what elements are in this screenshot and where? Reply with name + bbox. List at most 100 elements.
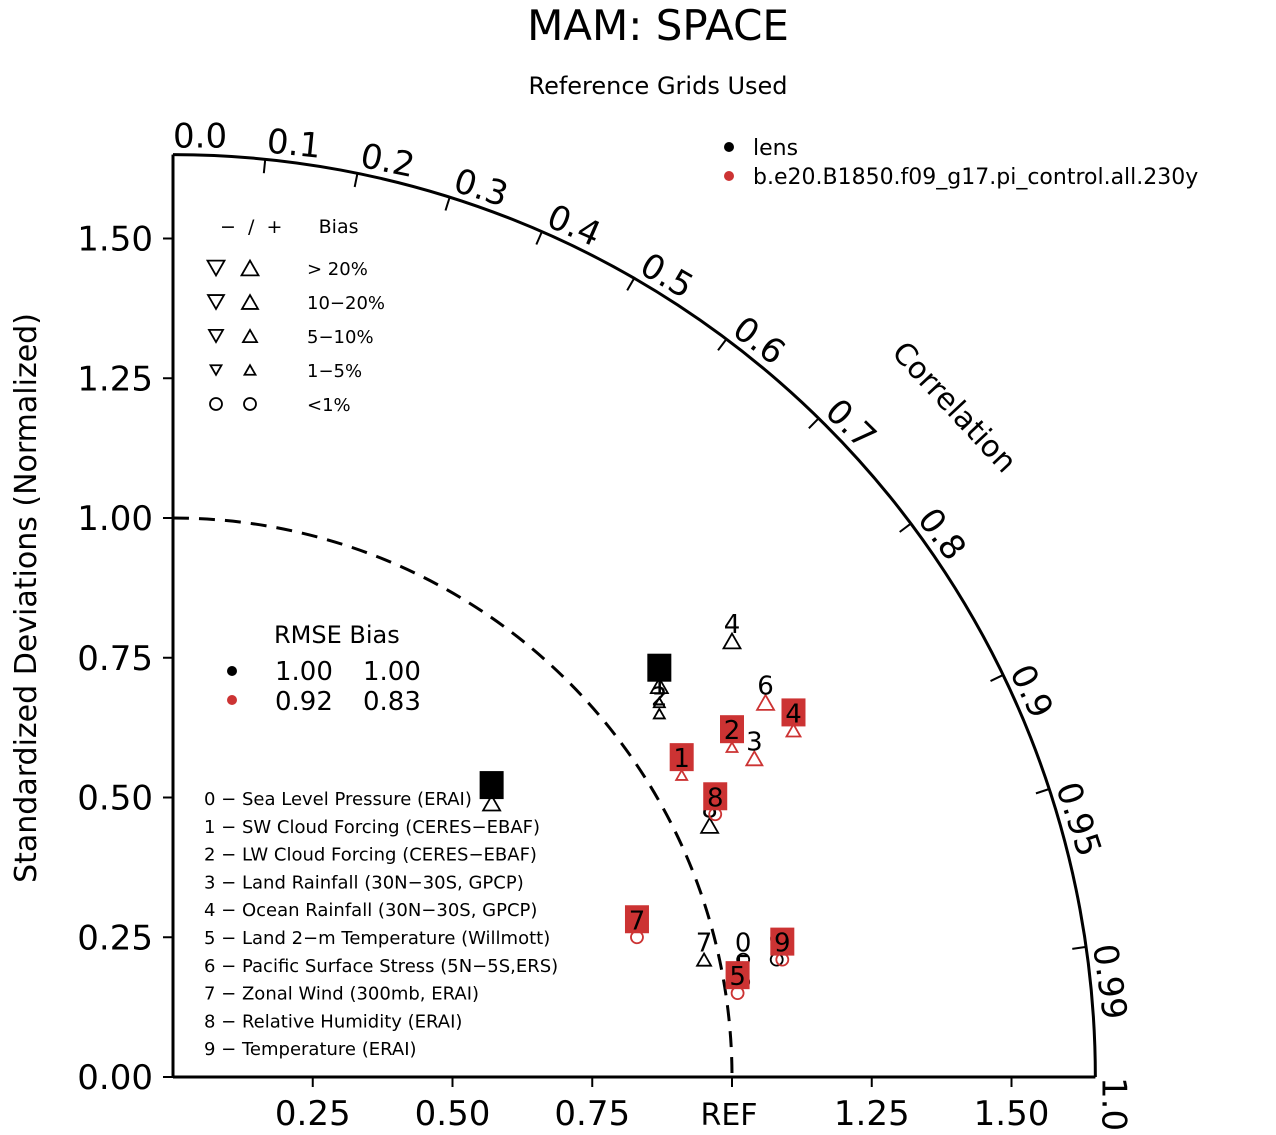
correlation-tick-label: 1.0 bbox=[1093, 1077, 1133, 1131]
correlation-tick bbox=[717, 338, 728, 351]
bias-legend-header: − / + Bias bbox=[220, 216, 359, 238]
point-label-box-s1-4 bbox=[781, 698, 806, 727]
point-marker-s0-2 bbox=[652, 707, 667, 720]
correlation-tick bbox=[899, 522, 912, 533]
correlation-label: Correlation bbox=[885, 335, 1023, 480]
variable-list-item: 9 − Temperature (ERAI) bbox=[204, 1039, 417, 1060]
variable-list: 0 − Sea Level Pressure (ERAI) 1 − SW Clou… bbox=[204, 789, 558, 1060]
correlation-tick-label: 0.8 bbox=[909, 501, 973, 568]
correlation-tick-label: 0.7 bbox=[817, 391, 884, 457]
correlation-tick-label: 0.9 bbox=[1001, 658, 1061, 724]
bias-legend-neg-1 bbox=[206, 294, 226, 311]
correlation-tick bbox=[444, 196, 451, 211]
bias-legend-neg-0 bbox=[205, 259, 227, 278]
y-tick-label: 1.50 bbox=[77, 220, 153, 260]
correlation-tick bbox=[1035, 788, 1050, 795]
point-marker-s0-8 bbox=[699, 816, 720, 834]
chart-subtitle: Reference Grids Used bbox=[528, 72, 787, 100]
legend-case-label: b.e20.B1850.f09_g17.pi_control.all.230y bbox=[753, 165, 1198, 190]
point-label-s1-9: 9 bbox=[774, 929, 791, 959]
point-label-s1-8: 8 bbox=[707, 783, 724, 813]
point-marker-s1-1 bbox=[674, 768, 689, 781]
y-axis-label: Standardized Deviations (Normalized) bbox=[9, 313, 44, 883]
bias-legend-neg-4 bbox=[209, 397, 223, 411]
axes: 0.000.250.500.751.001.251.500.25 0.50 0.75… bbox=[77, 117, 1134, 1134]
correlation-tick bbox=[262, 159, 267, 174]
y-tick-label: 0.50 bbox=[77, 779, 153, 819]
variable-list-item: 2 − LW Cloud Forcing (CERES−EBAF) bbox=[204, 845, 537, 866]
legend-lens-label: lens bbox=[753, 136, 798, 161]
y-tick-label: 1.25 bbox=[77, 359, 153, 399]
correlation-tick bbox=[808, 417, 820, 430]
bias-legend-pos-4 bbox=[243, 397, 257, 411]
bias-legend-pos-3 bbox=[242, 363, 258, 376]
point-label-s1-2: 2 bbox=[724, 716, 741, 746]
rmse-row-lens-rmse: 1.00 bbox=[275, 657, 333, 687]
point-label-s0-0: 0 bbox=[735, 929, 752, 959]
correlation-tick-label: 0.95 bbox=[1047, 777, 1109, 861]
point-label-box-s1-5 bbox=[725, 961, 750, 990]
bias-legend: − / + Bias > 20% 10−20% 5−10% 1−5% <1% bbox=[205, 216, 385, 416]
series-legend: lens b.e20.B1850.f09_g17.pi_control.all.… bbox=[724, 136, 1198, 190]
point-marker-s0-3 bbox=[649, 676, 670, 694]
bias-legend-pos-1 bbox=[240, 293, 260, 310]
point-label-box-s1-7 bbox=[624, 905, 649, 934]
legend-lens-marker bbox=[724, 142, 734, 152]
bias-legend-rows: > 20% 10−20% 5−10% 1−5% <1% bbox=[205, 258, 385, 416]
point-marker-s0-4 bbox=[721, 631, 743, 650]
correlation-tick bbox=[535, 231, 543, 245]
point-label-s1-1: 1 bbox=[673, 744, 690, 774]
x-tick-label: 0.75 bbox=[554, 1094, 630, 1134]
rmse-row-lens-marker bbox=[227, 666, 237, 676]
point-marker-s1-6 bbox=[755, 693, 776, 711]
variable-list-item: 0 − Sea Level Pressure (ERAI) bbox=[204, 789, 472, 810]
bias-legend-pos-0 bbox=[239, 258, 261, 277]
point-label-box-s1-2 bbox=[720, 715, 744, 744]
outer-arc bbox=[172, 153, 1097, 1078]
bias-legend-row-label: 1−5% bbox=[307, 361, 362, 382]
correlation-tick-label: 0.2 bbox=[357, 136, 418, 186]
correlation-tick bbox=[990, 674, 1004, 682]
point-label-s1-7: 7 bbox=[629, 906, 646, 936]
y-tick-label: 1.00 bbox=[77, 499, 153, 539]
y-tick-label: 0.75 bbox=[77, 639, 153, 679]
point-label-box-s0-3 bbox=[647, 653, 672, 682]
legend-case-marker bbox=[724, 171, 734, 181]
bias-legend-row-label: 10−20% bbox=[307, 293, 385, 314]
point-label-box-s1-8 bbox=[703, 782, 728, 811]
rmse-table-header: RMSE Bias bbox=[274, 621, 400, 649]
y-tick-label: 0.25 bbox=[77, 918, 153, 958]
bias-legend-row-label: > 20% bbox=[307, 259, 368, 280]
correlation-tick-label: 0.3 bbox=[449, 161, 513, 215]
point-label-s0-4: 4 bbox=[724, 610, 741, 640]
correlation-tick-label: 0.5 bbox=[633, 245, 700, 307]
correlation-tick bbox=[1072, 945, 1087, 950]
correlation-tick-label: 0.6 bbox=[725, 309, 792, 373]
point-label-s0-6: 6 bbox=[483, 772, 500, 802]
bias-legend-row-label: <1% bbox=[307, 395, 351, 416]
variable-list-item: 6 − Pacific Surface Stress (5N−5S,ERS) bbox=[204, 956, 558, 977]
variable-list-item: 8 − Relative Humidity (ERAI) bbox=[204, 1011, 462, 1032]
x-tick-label: 1.50 bbox=[974, 1094, 1050, 1134]
point-label-s1-6: 6 bbox=[757, 671, 774, 701]
point-label-box-s1-1 bbox=[669, 743, 694, 772]
x-tick-label: 1.25 bbox=[834, 1094, 910, 1134]
x-tick-label: 0.50 bbox=[415, 1094, 491, 1134]
data-points: 0123456789123456789 bbox=[479, 610, 806, 1001]
point-marker-s1-4 bbox=[784, 722, 803, 738]
variable-list-item: 5 − Land 2−m Temperature (Willmott) bbox=[204, 928, 550, 949]
point-label-s1-4: 4 bbox=[785, 699, 802, 729]
variable-list-item: 3 − Land Rainfall (30N−30S, GPCP) bbox=[204, 872, 524, 893]
point-marker-s1-2 bbox=[724, 740, 740, 753]
point-label-box-s1-9 bbox=[770, 927, 795, 956]
rmse-row-case-rmse: 0.92 bbox=[275, 687, 333, 717]
correlation-tick bbox=[626, 277, 636, 291]
point-label-box-s0-6 bbox=[479, 771, 504, 800]
reference-arc bbox=[172, 516, 734, 1078]
y-tick-label: 0.00 bbox=[77, 1058, 153, 1098]
point-label-s0-3: 3 bbox=[651, 655, 668, 685]
correlation-tick-label: 0.4 bbox=[541, 197, 607, 255]
rmse-row-case-bias: 0.83 bbox=[363, 687, 421, 717]
rmse-row-lens-bias: 1.00 bbox=[363, 657, 421, 687]
rmse-row-case-marker bbox=[227, 695, 237, 705]
